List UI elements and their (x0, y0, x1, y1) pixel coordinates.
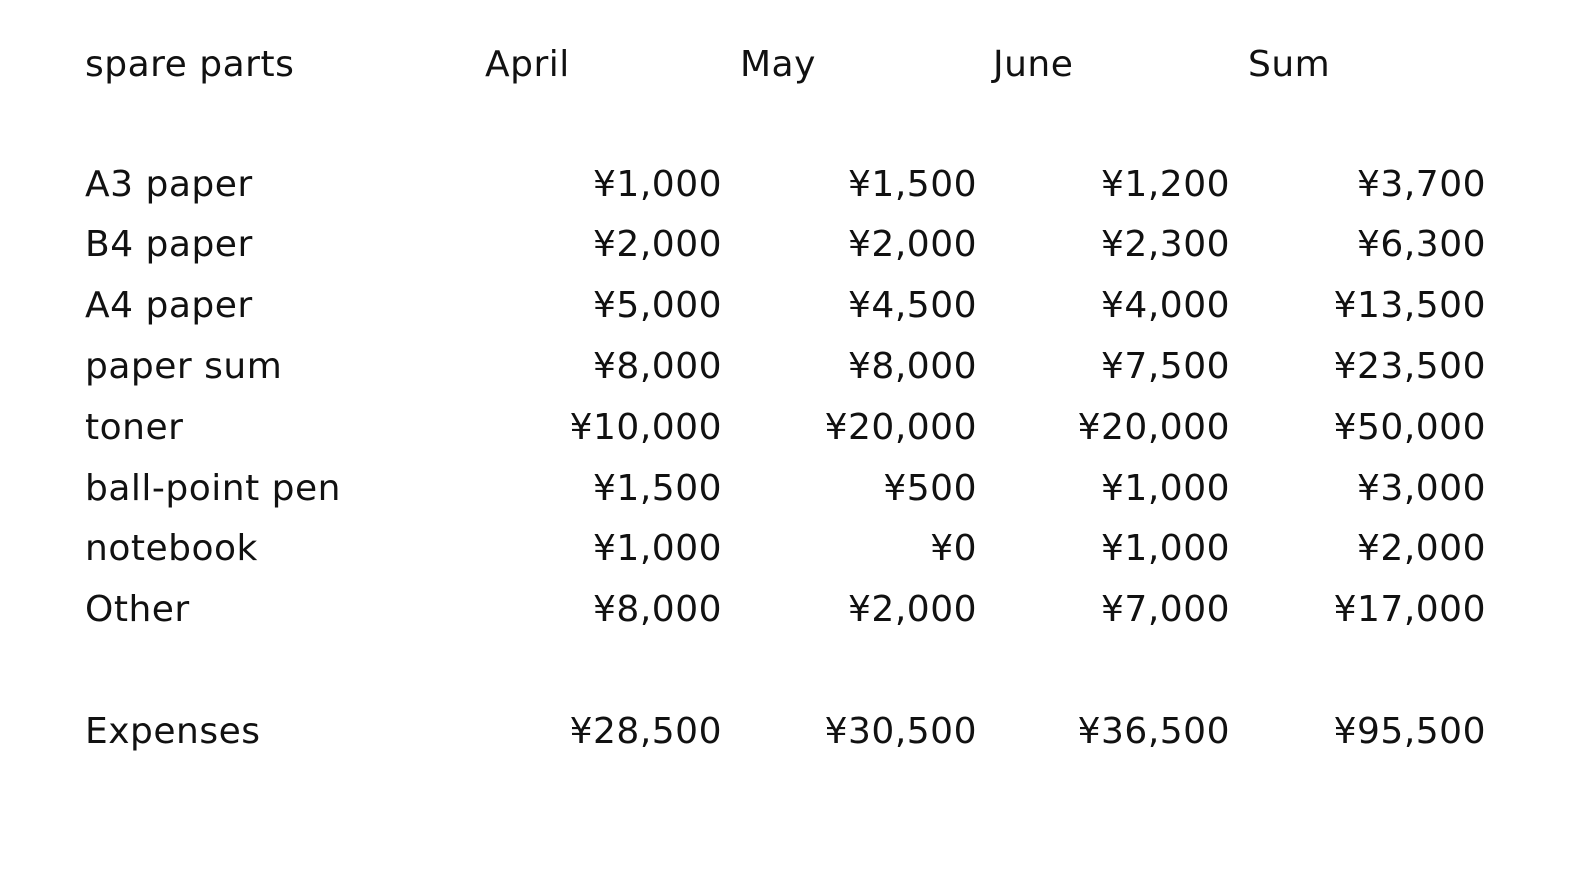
cell-june: ¥1,000 (1101, 528, 1230, 569)
total-april: ¥28,500 (569, 711, 722, 752)
table-row: A4 paper ¥5,000 ¥4,500 ¥4,000 ¥13,500 (0, 276, 1576, 336)
row-label: A3 paper (85, 164, 253, 205)
total-label: Expenses (85, 711, 261, 752)
cell-april: ¥8,000 (593, 589, 722, 630)
row-label: ball-point pen (85, 468, 341, 509)
table-total-row: Expenses ¥28,500 ¥30,500 ¥36,500 ¥95,500 (0, 702, 1576, 762)
table-row: paper sum ¥8,000 ¥8,000 ¥7,500 ¥23,500 (0, 337, 1576, 397)
cell-june: ¥7,000 (1101, 589, 1230, 630)
cell-may: ¥1,500 (848, 164, 977, 205)
cell-sum: ¥50,000 (1333, 407, 1486, 448)
table-row: notebook ¥1,000 ¥0 ¥1,000 ¥2,000 (0, 519, 1576, 579)
cell-sum: ¥13,500 (1333, 285, 1486, 326)
cell-may: ¥0 (930, 528, 977, 569)
column-header-sum: Sum (1248, 44, 1331, 85)
table-row: ball-point pen ¥1,500 ¥500 ¥1,000 ¥3,000 (0, 459, 1576, 519)
cell-april: ¥5,000 (593, 285, 722, 326)
total-june: ¥36,500 (1077, 711, 1230, 752)
cell-april: ¥1,000 (593, 528, 722, 569)
cell-june: ¥1,200 (1101, 164, 1230, 205)
row-label: A4 paper (85, 285, 253, 326)
cell-sum: ¥3,000 (1357, 468, 1486, 509)
cell-april: ¥2,000 (593, 224, 722, 265)
column-header-april: April (485, 44, 570, 85)
cell-sum: ¥23,500 (1333, 346, 1486, 387)
total-may: ¥30,500 (824, 711, 977, 752)
cell-sum: ¥6,300 (1357, 224, 1486, 265)
cell-may: ¥500 (883, 468, 977, 509)
cell-june: ¥7,500 (1101, 346, 1230, 387)
column-header-may: May (740, 44, 816, 85)
cell-may: ¥8,000 (848, 346, 977, 387)
column-header-june: June (993, 44, 1074, 85)
table-row: toner ¥10,000 ¥20,000 ¥20,000 ¥50,000 (0, 398, 1576, 458)
cell-sum: ¥3,700 (1357, 164, 1486, 205)
table-row: A3 paper ¥1,000 ¥1,500 ¥1,200 ¥3,700 (0, 155, 1576, 215)
cell-april: ¥1,000 (593, 164, 722, 205)
cell-june: ¥4,000 (1101, 285, 1230, 326)
cell-june: ¥20,000 (1077, 407, 1230, 448)
row-label: paper sum (85, 346, 283, 387)
cell-may: ¥2,000 (848, 589, 977, 630)
row-label: B4 paper (85, 224, 253, 265)
table-row: B4 paper ¥2,000 ¥2,000 ¥2,300 ¥6,300 (0, 215, 1576, 275)
table-header-row: spare parts April May June Sum (0, 35, 1576, 95)
row-label: toner (85, 407, 184, 448)
row-label: notebook (85, 528, 258, 569)
cell-may: ¥4,500 (848, 285, 977, 326)
cell-sum: ¥2,000 (1357, 528, 1486, 569)
cell-may: ¥20,000 (824, 407, 977, 448)
cell-june: ¥1,000 (1101, 468, 1230, 509)
cell-june: ¥2,300 (1101, 224, 1230, 265)
total-sum: ¥95,500 (1333, 711, 1486, 752)
cell-april: ¥1,500 (593, 468, 722, 509)
cell-april: ¥10,000 (569, 407, 722, 448)
header-label-spare-parts: spare parts (85, 44, 295, 85)
cell-may: ¥2,000 (848, 224, 977, 265)
row-label: Other (85, 589, 190, 630)
cell-sum: ¥17,000 (1333, 589, 1486, 630)
table-row: Other ¥8,000 ¥2,000 ¥7,000 ¥17,000 (0, 580, 1576, 640)
cell-april: ¥8,000 (593, 346, 722, 387)
